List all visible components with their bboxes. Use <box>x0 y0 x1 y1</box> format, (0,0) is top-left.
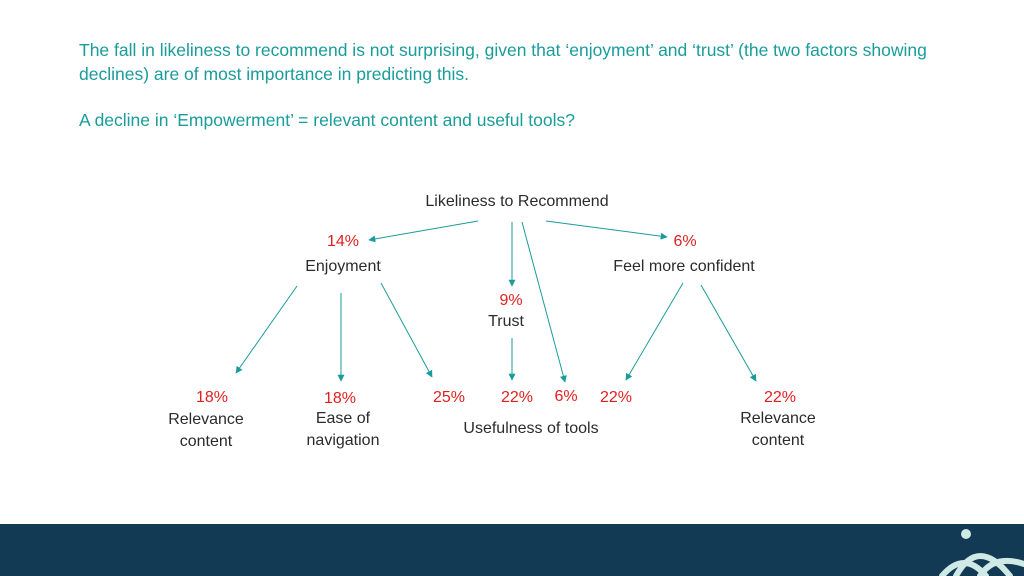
arrow-enjoyment-usefulness <box>380 282 433 378</box>
arrow-root-usefulness <box>521 221 567 383</box>
heading-line-1: The fall in likeliness to recommend is n… <box>79 40 927 84</box>
node-ease-of-navigation: Ease of navigation <box>306 410 380 449</box>
brand-logo-icon <box>939 529 1024 576</box>
heading-line-2: A decline in ‘Empowerment’ = relevant co… <box>79 110 575 130</box>
footer-band <box>0 524 1024 576</box>
usefulness-pct-trust: 22% <box>500 389 534 406</box>
arrow-confident-usefulness <box>625 282 684 381</box>
usefulness-pct-root: 6% <box>554 388 578 405</box>
enjoyment-pct: 14% <box>326 233 360 250</box>
arrow-enjoyment-relevance <box>235 285 298 374</box>
slide-heading: The fall in likeliness to recommend is n… <box>79 38 959 132</box>
usefulness-pct-confident: 22% <box>599 389 633 406</box>
trust-pct: 9% <box>499 292 523 309</box>
node-relevance-content-left: Relevance content <box>168 411 244 450</box>
arrow-root-confident <box>545 220 668 240</box>
arrow-root-enjoyment <box>368 220 479 243</box>
node-feel-more-confident: Feel more confident <box>613 258 755 275</box>
node-trust: Trust <box>488 313 524 330</box>
relevance-left-pct: 18% <box>195 389 229 406</box>
arrow-confident-relevance <box>700 284 757 382</box>
node-relevance-content-right: Relevance content <box>740 410 816 449</box>
node-likeliness-to-recommend: Likeliness to Recommend <box>425 193 609 210</box>
node-usefulness-of-tools: Usefulness of tools <box>463 420 599 437</box>
confident-pct: 6% <box>673 233 697 250</box>
relevance-right-pct: 22% <box>763 389 797 406</box>
node-enjoyment: Enjoyment <box>305 258 381 275</box>
ease-pct: 18% <box>323 390 357 407</box>
usefulness-pct-enjoyment: 25% <box>432 389 466 406</box>
